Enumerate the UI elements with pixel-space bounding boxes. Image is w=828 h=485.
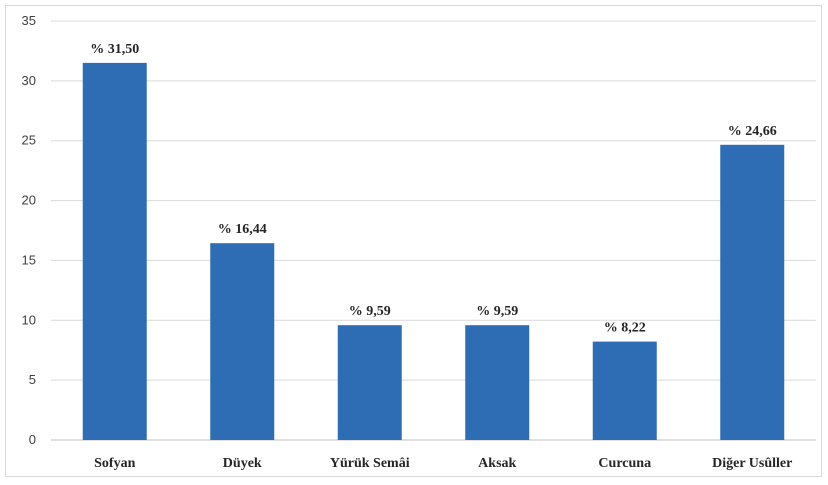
bar: [337, 325, 402, 440]
data-label: % 9,59: [349, 304, 391, 319]
x-axis-categories: Sofyan Düyek Yürük Semâi Aksak Curcuna Diğer …: [94, 456, 792, 471]
bar: [592, 341, 657, 440]
y-tick-label: 30: [22, 73, 36, 88]
bar-chart: 0 5 10 15 20 25 30 35 % 31,50 % 16,44 % 9,59 % 9,5…: [22, 13, 816, 471]
bar: [720, 144, 785, 440]
category-label: Sofyan: [94, 456, 135, 471]
category-label: Diğer Usûller: [712, 456, 792, 471]
y-tick-label: 25: [22, 133, 36, 148]
category-label: Aksak: [478, 456, 516, 471]
category-label: Düyek: [223, 456, 262, 471]
chart-frame: 0 5 10 15 20 25 30 35 % 31,50 % 16,44 % 9,59 % 9,5…: [5, 5, 822, 477]
y-tick-label: 15: [22, 252, 36, 267]
data-label: % 31,50: [90, 42, 139, 57]
data-label: % 9,59: [476, 304, 518, 319]
y-tick-label: 10: [22, 312, 36, 327]
data-label: % 24,66: [728, 124, 777, 139]
y-tick-label: 35: [22, 13, 36, 28]
bar: [465, 325, 530, 440]
y-tick-label: 20: [22, 193, 36, 208]
bars: [82, 62, 785, 441]
data-labels: % 31,50 % 16,44 % 9,59 % 9,59 % 8,22 % 24,66: [90, 42, 777, 336]
category-label: Curcuna: [598, 456, 651, 471]
y-axis-ticks: 0 5 10 15 20 25 30 35: [22, 13, 36, 447]
y-tick-label: 0: [29, 432, 36, 447]
data-label: % 16,44: [218, 222, 267, 237]
gridlines: [51, 20, 816, 441]
data-label: % 8,22: [604, 321, 646, 336]
y-tick-label: 5: [29, 372, 36, 387]
category-label: Yürük Semâi: [330, 456, 410, 471]
bar: [82, 62, 147, 441]
bar: [210, 243, 275, 440]
